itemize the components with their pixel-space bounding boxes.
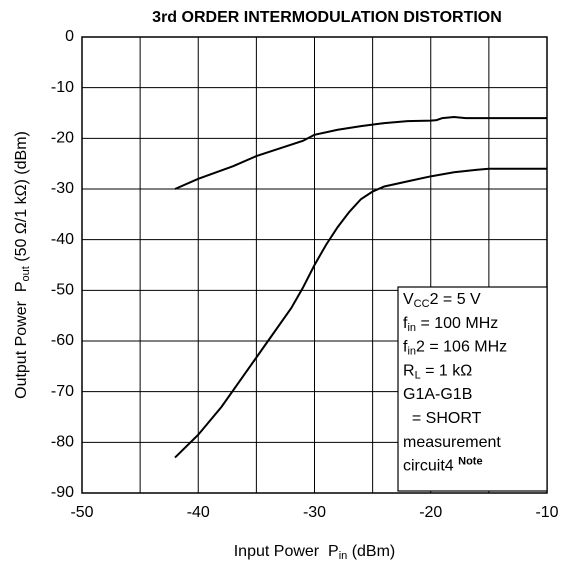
y-tick-label: 0 [65,28,74,45]
rich-text: G1A-G1B [403,386,472,403]
plot-frame [81,36,548,494]
data-line [174,116,547,190]
text-part: = 100 MHz [416,315,498,332]
text-part: CC [414,298,430,310]
text-part: (dBm) [347,543,395,560]
text-part: in [407,322,416,334]
text-part: Output Power P [13,281,30,398]
annotation-box [397,286,548,492]
x-tick-label: -30 [303,504,326,521]
rich-text: circuit4 Note [403,456,483,475]
y-tick-label: -70 [51,383,74,400]
rich-text: fin = 100 MHz [403,315,498,334]
rich-text: = SHORT [403,410,482,427]
rich-text: measurement [403,434,501,451]
x-tick-label: -10 [535,504,558,521]
text-part: = SHORT [403,410,482,427]
y-tick-label: -50 [51,282,74,299]
rich-text: Input Power Pin (dBm) [234,543,396,562]
text-part: out [20,266,32,281]
y-tick-label: -30 [51,180,74,197]
x-tick-label: -20 [419,504,442,521]
y-tick-label: -10 [51,79,74,96]
chart-title: 3rd ORDER INTERMODULATION DISTORTION [152,9,502,26]
text-part: 2 = 106 MHz [416,339,507,356]
y-tick-label: -80 [51,434,74,451]
text-part: in [339,550,348,562]
text-part: = 1 kΩ [421,363,473,380]
rich-text: fin2 = 106 MHz [403,339,507,358]
text-part: 2 = 5 V [430,291,481,308]
text-part: G1A-G1B [403,386,472,403]
x-tick-label: -50 [70,504,93,521]
text-part: circuit4 [403,458,458,475]
text-part: (50 Ω/1 kΩ) (dBm) [13,131,30,266]
y-tick-label: -40 [51,231,74,248]
rich-text: Output Power Pout (50 Ω/1 kΩ) (dBm) [13,131,32,399]
y-tick-label: -90 [51,484,74,501]
text-part: R [403,363,415,380]
y-tick-label: -60 [51,332,74,349]
text-part: V [403,291,414,308]
rich-text: RL = 1 kΩ [403,363,472,382]
text-part: f [403,339,408,356]
text-part: Note [458,456,482,468]
text-part: L [415,369,421,381]
text-part: Input Power P [234,543,339,560]
rich-text: VCC2 = 5 V [403,291,481,310]
data-line [174,167,547,459]
text-part: in [407,346,416,358]
text-part: f [403,315,408,332]
y-tick-label: -20 [51,130,74,147]
x-tick-label: -40 [187,504,210,521]
text-part: measurement [403,434,501,451]
